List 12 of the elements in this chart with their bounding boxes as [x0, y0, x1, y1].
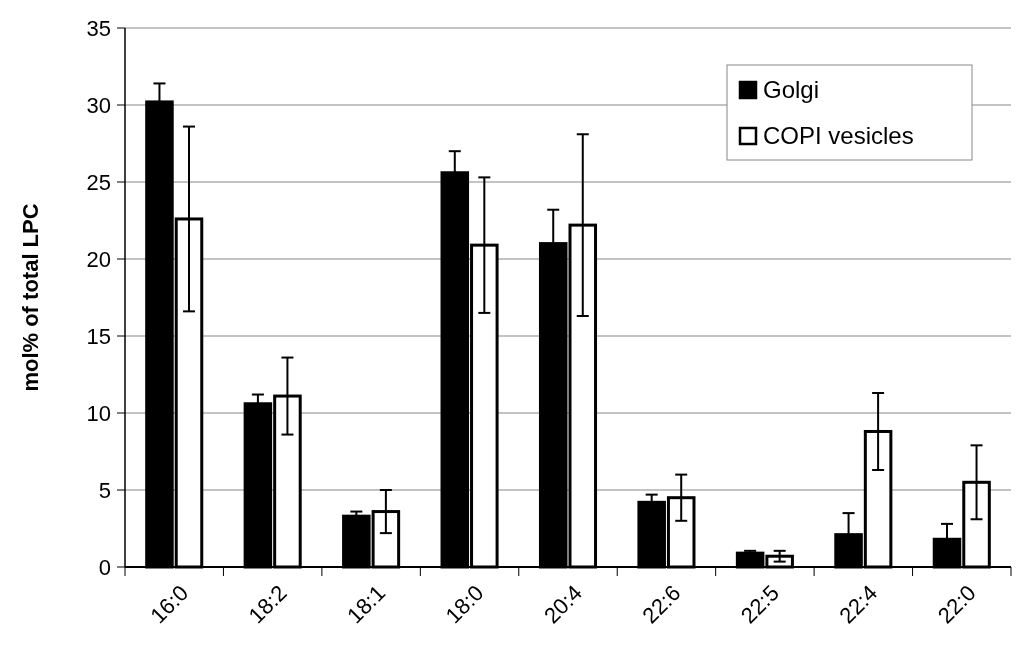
y-tick-label: 35 [86, 15, 111, 41]
y-tick-label: 25 [86, 169, 111, 195]
y-tick-label: 20 [86, 246, 111, 272]
y-tick-label: 30 [86, 92, 111, 118]
x-tick-label: 18:1 [342, 580, 391, 629]
legend-label: Golgi [763, 76, 820, 104]
y-axis-title: mol% of total LPC [18, 203, 43, 392]
y-tick-label: 15 [86, 323, 111, 349]
legend-label: COPI vesicles [763, 122, 914, 150]
y-tick-label: 0 [98, 554, 111, 580]
y-tick-label: 5 [98, 477, 111, 503]
y-tick-label: 10 [86, 400, 111, 426]
